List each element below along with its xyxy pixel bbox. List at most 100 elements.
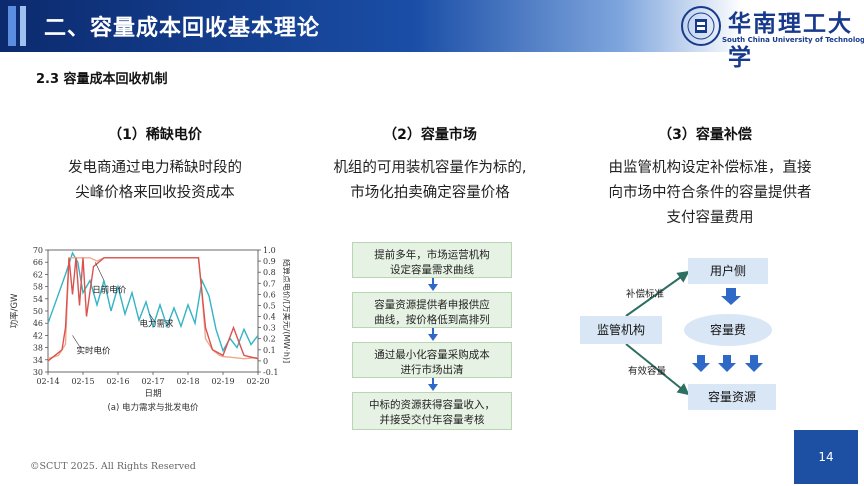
university-seal-icon (681, 6, 721, 46)
right-tick-label: 0.5 (263, 301, 276, 310)
effective-capacity-label: 有效容量 (628, 366, 667, 377)
desc-line: 由监管机构设定补偿标准，直接 (608, 160, 812, 176)
left-tick-label: 58 (33, 283, 43, 292)
column-heading-scarcity-price: （1）稀缺电价 (108, 127, 202, 143)
right-tick-label: 0 (263, 357, 268, 366)
column-desc-capacity-market: 机组的可用装机容量作为标的, 市场化拍卖确定容量价格 (300, 156, 560, 206)
x-tick-label: 02-19 (211, 377, 234, 386)
column-desc-capacity-compensation: 由监管机构设定补偿标准，直接 向市场中符合条件的容量提供者 支付容量费用 (582, 156, 838, 231)
left-tick-label: 30 (33, 368, 43, 377)
university-logo: 华南理工大学 South China University of Technol… (680, 2, 864, 71)
x-axis-label: 日期 (144, 389, 161, 399)
compensation-connectors (625, 270, 763, 396)
right-tick-label: 0.6 (263, 290, 276, 299)
x-tick-label: 02-15 (71, 377, 94, 386)
desc-line: 发电商通过电力稀缺时段的 (68, 160, 242, 176)
annotation-label: 电力需求 (139, 318, 174, 329)
right-tick-label: 0.8 (263, 268, 276, 277)
left-tick-label: 54 (33, 295, 43, 304)
flow-connector (432, 328, 434, 334)
flow-step: 容量资源提供者申报供应 曲线，按价格低到高排列 (352, 292, 512, 328)
desc-line: 尖峰价格来回收投资成本 (75, 185, 235, 201)
desc-line: 向市场中符合条件的容量提供者 (608, 185, 812, 201)
down-arrow-icon (718, 355, 736, 372)
down-arrow-icon (745, 355, 763, 372)
right-tick-label: 0.1 (263, 346, 276, 355)
left-tick-label: 62 (33, 270, 43, 279)
flow-step-line: 并接受交付年容量考核 (379, 414, 485, 426)
chart-caption: (a) 电力需求与批发电价 (107, 402, 199, 413)
right-tick-label: -0.1 (263, 368, 278, 377)
down-arrow-icon (721, 288, 741, 305)
flow-connector (432, 378, 434, 384)
series-line-电力需求 (47, 251, 259, 353)
left-tick-label: 70 (33, 246, 43, 255)
down-arrow-icon (428, 384, 438, 391)
flow-step-line: 容量资源提供者申报供应 (374, 299, 490, 311)
capacity-fee-ellipse: 容量费 (684, 314, 772, 346)
arrow-to-user-side (625, 270, 690, 317)
annotation-leader (94, 262, 105, 281)
right-tick-label: 0.2 (263, 335, 276, 344)
flow-step: 中标的资源获得容量收入， 并接受交付年容量考核 (352, 392, 512, 430)
capacity-resource-box: 容量资源 (688, 384, 776, 410)
flow-step-line: 曲线，按价格低到高排列 (374, 314, 490, 326)
desc-line: 机组的可用装机容量作为标的, (333, 160, 527, 176)
page-title: 二、容量成本回收基本理论 (44, 16, 321, 41)
copyright-text: ©SCUT 2025. All Rights Reserved (30, 461, 196, 472)
capacity-compensation-diagram: 用户侧 容量费 监管机构 容量资源 补偿标准 有效容量 (580, 252, 780, 422)
annotation-leader (72, 335, 82, 350)
right-tick-label: 0.3 (263, 324, 276, 333)
header-accent (8, 6, 34, 46)
x-tick-label: 02-16 (106, 377, 129, 386)
left-tick-label: 34 (33, 356, 43, 365)
compensation-standard-label: 补偿标准 (626, 289, 665, 300)
annotation-leader (149, 313, 155, 322)
column-desc-scarcity-price: 发电商通过电力稀缺时段的 尖峰价格来回收投资成本 (30, 156, 280, 206)
annotation-label: 实时电价 (76, 346, 111, 357)
left-tick-label: 66 (33, 258, 43, 267)
right-tick-label: 0.4 (263, 313, 276, 322)
right-tick-label: 0.9 (263, 257, 276, 266)
y-axis-right-label: 结算点电价/[万美元/(MW·h)] (282, 259, 290, 363)
header: 二、容量成本回收基本理论 华南理工大学 South China Universi… (0, 0, 864, 71)
flow-step-line: 中标的资源获得容量收入， (369, 399, 495, 411)
page-number: 14 (794, 430, 858, 484)
flow-step-line: 进行市场出清 (400, 364, 464, 376)
x-tick-label: 02-18 (176, 377, 199, 386)
capacity-market-flow: 提前多年，市场运营机构 设定容量需求曲线 容量资源提供者申报供应 曲线，按价格低… (352, 242, 512, 430)
demand-price-chart: 30 34 38 42 46 50 54 58 62 66 70 -0.1 0 0.1 0.2 0.3 0.4 0… (10, 240, 290, 430)
x-tick-label: 02-14 (36, 377, 59, 386)
column-heading-capacity-compensation: （3）容量补偿 (658, 127, 752, 143)
left-tick-label: 46 (33, 319, 43, 328)
desc-line: 支付容量费用 (666, 210, 754, 226)
user-side-box: 用户侧 (688, 258, 768, 284)
annotation-label: 日前电价 (92, 285, 127, 296)
arrow-to-capacity-resource (625, 343, 690, 396)
regulator-box: 监管机构 (580, 316, 662, 344)
left-tick-label: 50 (33, 307, 43, 316)
flow-step-line: 提前多年，市场运营机构 (374, 249, 490, 261)
chart-svg: 30 34 38 42 46 50 54 58 62 66 70 -0.1 0 0.1 0.2 0.3 0.4 0… (10, 246, 290, 413)
down-arrow-icon (428, 284, 438, 291)
down-arrow-icon (692, 355, 710, 372)
x-tick-label: 02-20 (246, 377, 269, 386)
desc-line: 市场化拍卖确定容量价格 (350, 185, 510, 201)
section-title: 2.3 容量成本回收机制 (36, 72, 168, 87)
x-tick-label: 02-17 (141, 377, 164, 386)
left-tick-label: 38 (33, 344, 43, 353)
flow-step-line: 通过最小化容量采购成本 (374, 349, 490, 361)
right-tick-label: 0.7 (263, 279, 276, 288)
down-arrow-icon (428, 334, 438, 341)
y-axis-left-label: 功率/GW (10, 293, 20, 328)
logo-chinese-name: 华南理工大学 (728, 10, 853, 71)
column-heading-capacity-market: （2）容量市场 (383, 127, 477, 143)
left-tick-label: 42 (33, 331, 43, 340)
flow-step-line: 设定容量需求曲线 (390, 264, 474, 276)
right-tick-label: 1.0 (263, 246, 276, 255)
flow-step: 提前多年，市场运营机构 设定容量需求曲线 (352, 242, 512, 278)
logo-english-name: South China University of Technology (722, 36, 864, 44)
series-line-实时电价 (47, 257, 259, 362)
flow-step: 通过最小化容量采购成本 进行市场出清 (352, 342, 512, 378)
flow-connector (432, 278, 434, 284)
